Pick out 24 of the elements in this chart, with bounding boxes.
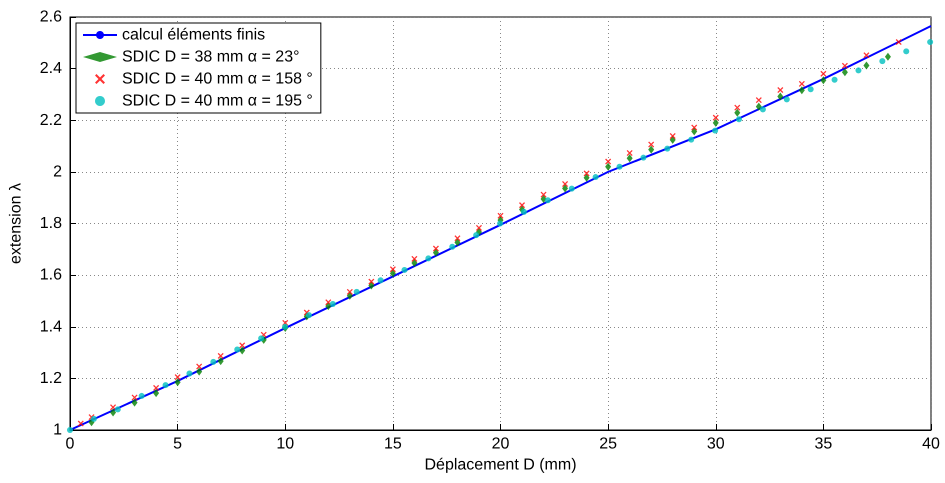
y-tick-label: 1.4 bbox=[40, 318, 62, 336]
y-tick-label: 2.6 bbox=[40, 8, 62, 26]
legend-label: SDIC D = 40 mm α = 158 ° bbox=[122, 70, 313, 88]
x-tick-label: 10 bbox=[276, 436, 294, 452]
x-tick-label: 40 bbox=[922, 436, 940, 452]
y-tick-label: 2 bbox=[53, 163, 62, 180]
x-tick-label: 30 bbox=[706, 436, 725, 452]
y-tick-label: 1 bbox=[53, 422, 62, 438]
legend-label: SDIC D = 38 mm α = 23° bbox=[122, 48, 300, 66]
y-tick-label: 2.4 bbox=[40, 60, 62, 78]
x-tick-label: 25 bbox=[599, 436, 618, 452]
y-tick-label: 2.2 bbox=[40, 112, 62, 129]
x-axis-title: Déplacement D (mm) bbox=[424, 456, 577, 474]
y-tick-label: 1.8 bbox=[40, 215, 62, 232]
y-tick-label: 1.2 bbox=[40, 370, 62, 387]
y-tick-label: 1.6 bbox=[40, 266, 62, 284]
x-tick-label: 0 bbox=[66, 436, 75, 452]
x-tick-label: 15 bbox=[384, 436, 402, 452]
x-tick-label: 5 bbox=[173, 436, 182, 452]
x-tick-label: 20 bbox=[492, 436, 510, 452]
legend-label: SDIC D = 40 mm α = 195 ° bbox=[122, 92, 313, 110]
x-tick-label: 35 bbox=[814, 436, 832, 452]
legend-label: calcul éléments finis bbox=[122, 26, 266, 44]
y-axis-title: extension λ bbox=[8, 183, 24, 264]
